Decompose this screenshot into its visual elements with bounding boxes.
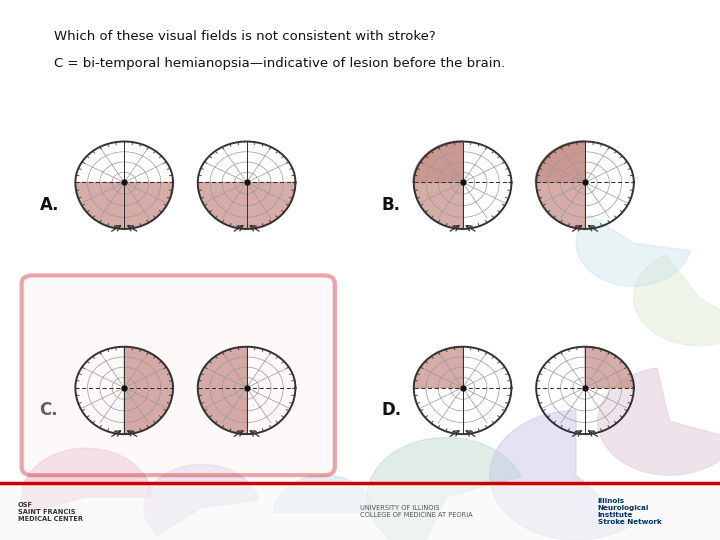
Polygon shape	[585, 347, 634, 388]
Wedge shape	[598, 368, 720, 475]
Wedge shape	[634, 255, 720, 346]
Polygon shape	[536, 141, 585, 229]
Polygon shape	[414, 141, 462, 229]
Text: UNIVERSITY OF ILLINOIS
COLLEGE OF MEDICINE AT PEORIA: UNIVERSITY OF ILLINOIS COLLEGE OF MEDICI…	[360, 505, 472, 518]
Wedge shape	[274, 475, 374, 513]
FancyBboxPatch shape	[22, 275, 335, 475]
Text: A.: A.	[40, 196, 59, 214]
Wedge shape	[22, 448, 151, 514]
Text: C = bi-temporal hemianopsia—indicative of lesion before the brain.: C = bi-temporal hemianopsia—indicative o…	[54, 57, 505, 70]
Text: B.: B.	[382, 196, 400, 214]
Polygon shape	[198, 183, 295, 229]
Wedge shape	[490, 410, 631, 540]
Wedge shape	[144, 464, 258, 535]
Text: C.: C.	[40, 401, 58, 420]
Polygon shape	[535, 141, 585, 183]
Bar	[0, 483, 720, 540]
Text: Which of these visual fields is not consistent with stroke?: Which of these visual fields is not cons…	[54, 30, 436, 43]
Text: Illinois
Neurological
Institute
Stroke Network: Illinois Neurological Institute Stroke N…	[598, 498, 662, 525]
Text: D.: D.	[382, 401, 402, 420]
Wedge shape	[367, 437, 521, 540]
Wedge shape	[576, 215, 690, 286]
Polygon shape	[413, 141, 462, 183]
Polygon shape	[125, 347, 173, 434]
Polygon shape	[414, 347, 462, 388]
Text: OSF
SAINT FRANCIS
MEDICAL CENTER: OSF SAINT FRANCIS MEDICAL CENTER	[18, 502, 83, 522]
Polygon shape	[76, 183, 173, 229]
Polygon shape	[198, 347, 246, 434]
